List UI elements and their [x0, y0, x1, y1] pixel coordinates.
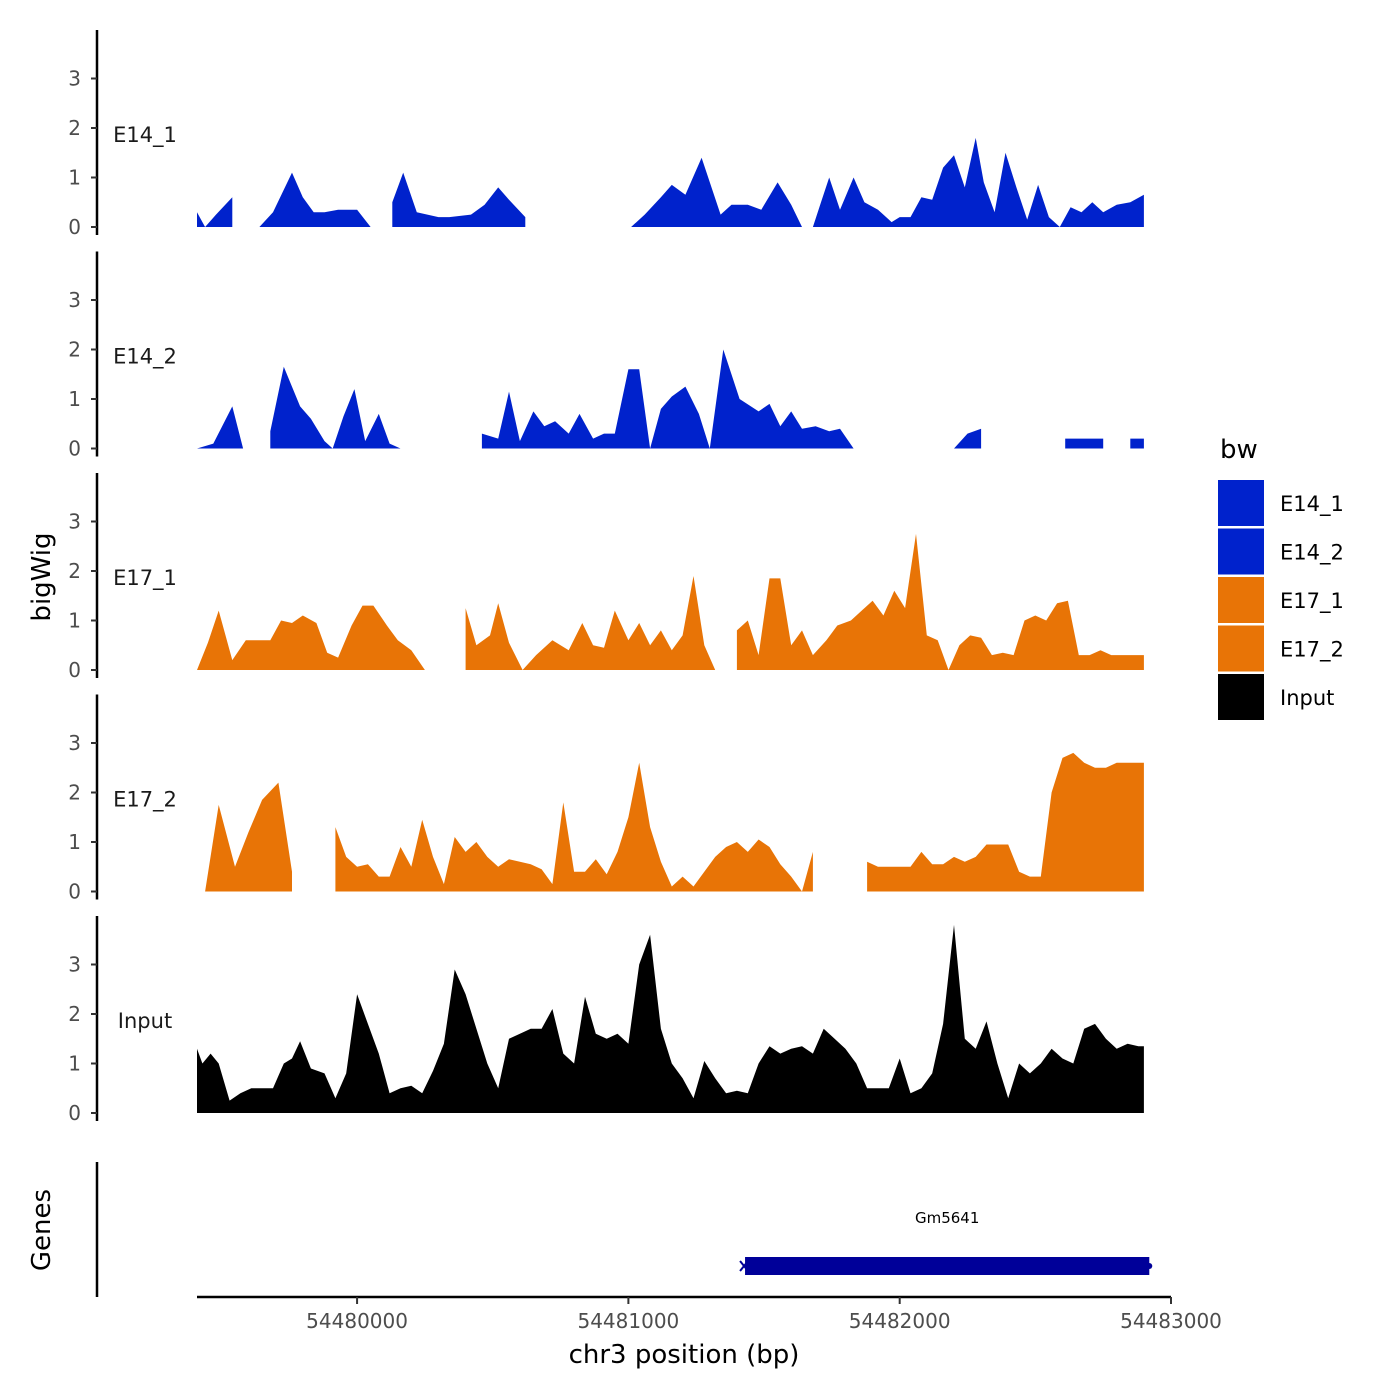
legend-entry-label: E14_1 — [1280, 492, 1344, 517]
legend-title: bw — [1220, 435, 1258, 465]
y-tick-label: 2 — [68, 1002, 81, 1026]
track-e14-2: 0 1 2 3 E14_2 — [68, 251, 1144, 461]
legend-key-swatch — [1218, 528, 1264, 575]
y-tick-label: 3 — [68, 288, 81, 312]
y-tick-label: 1 — [68, 387, 81, 411]
gene-track-title: Genes — [27, 1189, 57, 1271]
x-axis: 54480000 54481000 54482000 54483000 chr3 po… — [197, 1295, 1222, 1370]
legend-entry-label: E17_1 — [1280, 589, 1344, 614]
track-e17-1: 0 1 2 3 E17_1 — [68, 473, 1144, 682]
legend-key-swatch — [1218, 480, 1264, 526]
y-tick-label: 1 — [68, 830, 81, 854]
signal-tracks: 0 1 2 3 E14_1 0 1 2 3 E14_2 0 1 2 3 E17_1 0 1 2 3 E17_2 0 1 2 3… — [68, 30, 1144, 1125]
gene-end-marker — [1146, 1263, 1153, 1269]
y-tick-label: 1 — [68, 609, 81, 633]
track-label: E14_2 — [113, 345, 177, 370]
track-label: E17_2 — [113, 788, 177, 813]
gene-items: Gm5641 — [739, 1209, 1153, 1275]
y-tick-label: 0 — [68, 215, 81, 239]
gene-strand-marker — [739, 1260, 749, 1272]
track-e17-2: 0 1 2 3 E17_2 — [68, 694, 1144, 904]
gene-label: Gm5641 — [915, 1209, 979, 1227]
y-tick-label: 1 — [68, 166, 81, 190]
coverage-area-input — [197, 924, 1144, 1113]
legend-entry: Input — [1218, 674, 1334, 720]
y-tick-label: 3 — [68, 510, 81, 534]
legend-entry: E14_1 — [1218, 480, 1344, 526]
legend-entry-label: Input — [1280, 686, 1334, 710]
x-tick-label: 54481000 — [577, 1309, 679, 1333]
y-tick-label: 1 — [68, 1052, 81, 1076]
y-tick-label: 2 — [68, 559, 81, 583]
gene-track: Genes Gm5641 — [27, 1162, 1153, 1297]
y-tick-label: 0 — [68, 437, 81, 461]
x-axis-ticks: 54480000 54481000 54482000 54483000 — [306, 1297, 1222, 1333]
track-label: E14_1 — [113, 123, 177, 148]
coverage-area-e17-1 — [197, 533, 1144, 670]
gene-body — [745, 1257, 1150, 1275]
x-tick-label: 54482000 — [849, 1309, 951, 1333]
track-label: Input — [118, 1009, 172, 1033]
y-tick-label: 2 — [68, 781, 81, 805]
coverage-area-e14-2 — [197, 349, 1144, 449]
legend-entry-label: E17_2 — [1280, 638, 1344, 663]
x-axis-title: chr3 position (bp) — [569, 1340, 800, 1370]
legend: bw E14_1 E14_2 E17_1 E17_2 Input — [1218, 435, 1344, 720]
legend-entry: E14_2 — [1218, 528, 1344, 575]
y-tick-label: 3 — [68, 953, 81, 977]
y-tick-label: 2 — [68, 116, 81, 140]
y-tick-label: 2 — [68, 338, 81, 362]
gene-gm5641: Gm5641 — [739, 1209, 1153, 1275]
legend-key-swatch — [1218, 625, 1264, 672]
track-input: 0 1 2 3 Input — [68, 916, 1144, 1125]
legend-entries: E14_1 E14_2 E17_1 E17_2 Input — [1218, 480, 1344, 720]
y-tick-label: 0 — [68, 1101, 81, 1125]
y-tick-label: 3 — [68, 731, 81, 755]
y-tick-label: 0 — [68, 880, 81, 904]
track-e14-1: 0 1 2 3 E14_1 — [68, 30, 1144, 239]
x-tick-label: 54480000 — [306, 1309, 408, 1333]
legend-entry-label: E14_2 — [1280, 541, 1344, 566]
y-tick-label: 0 — [68, 658, 81, 682]
y-axis-title: bigWig — [27, 532, 57, 621]
track-label: E17_1 — [113, 566, 177, 591]
coverage-area-e17-2 — [205, 752, 1144, 892]
coverage-area-e14-1 — [197, 137, 1144, 227]
x-tick-label: 54483000 — [1120, 1309, 1222, 1333]
legend-key-swatch — [1218, 577, 1264, 623]
legend-entry: E17_1 — [1218, 577, 1344, 623]
y-tick-label: 3 — [68, 67, 81, 91]
legend-key-swatch — [1218, 674, 1264, 720]
legend-entry: E17_2 — [1218, 625, 1344, 672]
